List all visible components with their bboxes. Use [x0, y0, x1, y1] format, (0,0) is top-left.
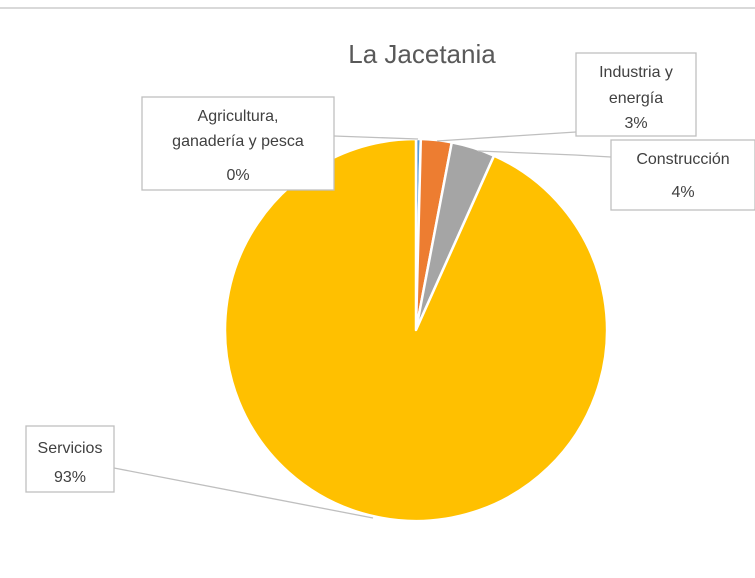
leader-line-agricultura-ganaderia-y-pesca: [333, 135, 419, 140]
data-label-box-construccion: [610, 139, 755, 211]
data-label-text-agricultura-ganaderia-y-pesca: ganadería y pesca: [172, 133, 304, 150]
data-label-box-industria-y-energia: [575, 52, 697, 137]
data-label-value-construccion: 4%: [671, 184, 694, 201]
pie-slices: [223, 137, 609, 523]
data-label-text-industria-y-energia: Industria y: [599, 64, 673, 81]
pie-slice-servicios: [223, 137, 609, 523]
top-divider: [0, 7, 755, 9]
data-label-value-servicios: 93%: [54, 469, 86, 486]
leader-line-industria-y-energia: [436, 131, 577, 142]
data-label-text-servicios: Servicios: [38, 440, 103, 457]
data-label-box-agricultura-ganaderia-y-pesca: [141, 96, 335, 191]
data-label-text-industria-y-energia: energía: [609, 90, 663, 107]
data-label-text-agricultura-ganaderia-y-pesca: Agricultura,: [198, 108, 279, 125]
leader-line-construccion: [477, 150, 612, 158]
leader-line-servicios: [113, 467, 374, 519]
data-label-value-agricultura-ganaderia-y-pesca: 0%: [226, 167, 249, 184]
data-label-text-construccion: Construcción: [636, 151, 729, 168]
data-label-value-industria-y-energia: 3%: [624, 115, 647, 132]
chart-title: La Jacetania: [348, 39, 496, 69]
leader-lines: [113, 131, 612, 519]
data-label-box-servicios: [25, 425, 115, 493]
data-labels: Agricultura, ganadería y pesca 0% Industria…: [25, 52, 755, 493]
